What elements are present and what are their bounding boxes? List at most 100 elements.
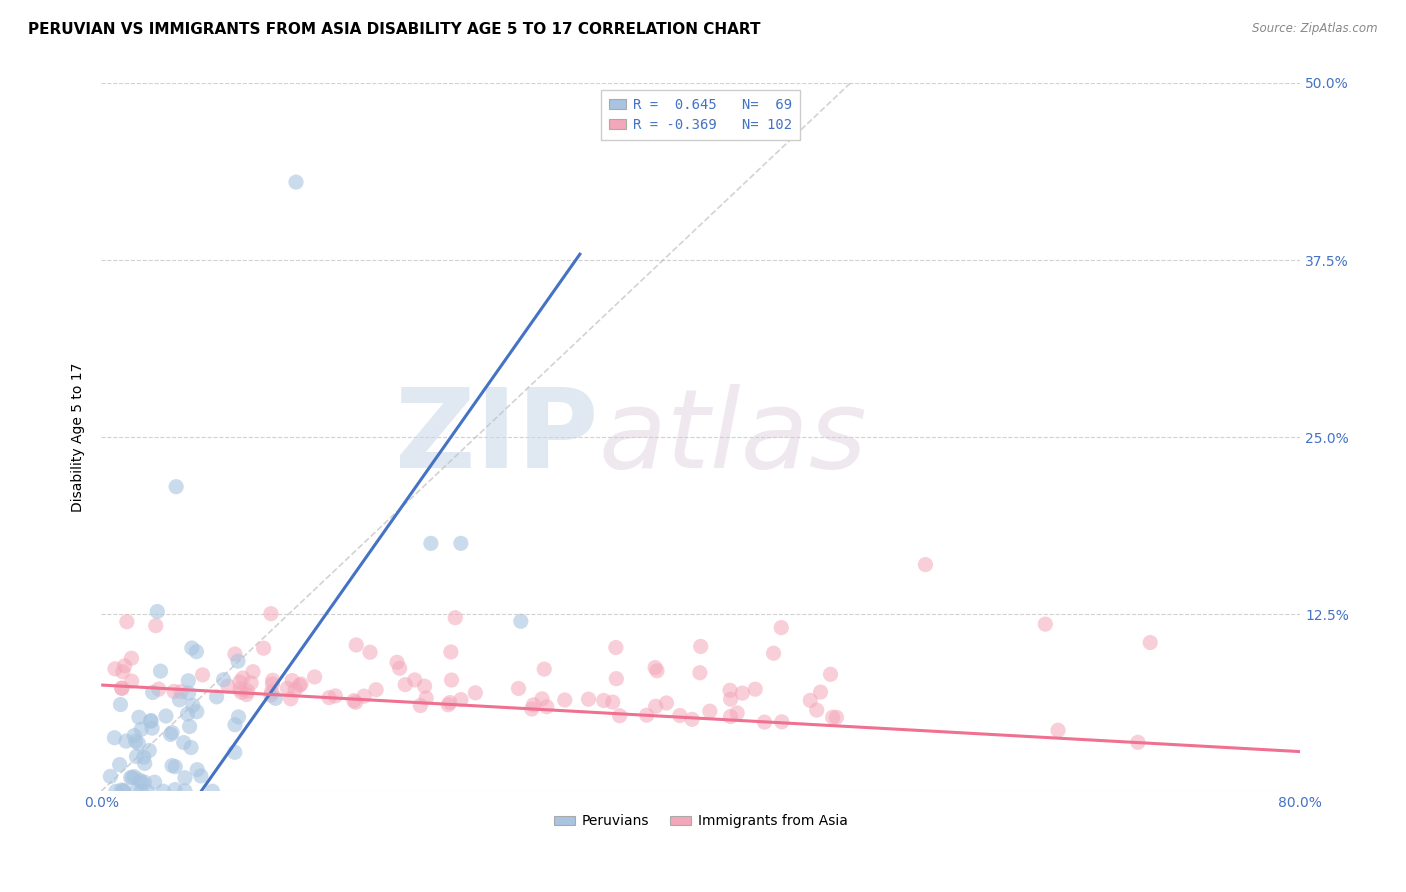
- Point: [181, 698, 204, 713]
- Point: [165, 480, 187, 494]
- Point: [152, 784, 174, 798]
- Point: [689, 640, 711, 654]
- Point: [121, 674, 143, 689]
- Point: [132, 750, 155, 764]
- Point: [821, 710, 844, 724]
- Point: [440, 673, 463, 687]
- Point: [201, 784, 224, 798]
- Point: [605, 640, 627, 655]
- Point: [799, 693, 821, 707]
- Point: [260, 685, 283, 699]
- Point: [669, 708, 692, 723]
- Point: [522, 698, 544, 712]
- Point: [820, 667, 842, 681]
- Point: [260, 688, 283, 702]
- Point: [128, 773, 150, 788]
- Point: [112, 783, 135, 797]
- Point: [914, 558, 936, 572]
- Point: [364, 682, 387, 697]
- Point: [260, 607, 283, 621]
- Point: [173, 783, 195, 797]
- Point: [191, 668, 214, 682]
- Point: [450, 536, 472, 550]
- Point: [720, 692, 742, 706]
- Point: [276, 681, 298, 696]
- Point: [437, 698, 460, 712]
- Point: [699, 704, 721, 718]
- Point: [142, 685, 165, 699]
- Point: [444, 610, 467, 624]
- Point: [122, 729, 145, 743]
- Point: [304, 670, 326, 684]
- Point: [124, 770, 146, 784]
- Point: [131, 723, 153, 737]
- Point: [115, 615, 138, 629]
- Point: [100, 769, 122, 783]
- Point: [125, 784, 148, 798]
- Point: [229, 675, 252, 690]
- Point: [285, 175, 308, 189]
- Point: [165, 760, 187, 774]
- Point: [111, 665, 134, 679]
- Point: [224, 745, 246, 759]
- Point: [121, 771, 143, 785]
- Point: [1047, 723, 1070, 738]
- Point: [110, 698, 132, 712]
- Point: [464, 686, 486, 700]
- Point: [744, 682, 766, 697]
- Point: [440, 645, 463, 659]
- Point: [415, 691, 437, 706]
- Point: [554, 693, 576, 707]
- Point: [128, 710, 150, 724]
- Point: [111, 681, 134, 695]
- Point: [104, 662, 127, 676]
- Point: [508, 681, 530, 696]
- Point: [359, 645, 381, 659]
- Point: [825, 710, 848, 724]
- Point: [229, 682, 252, 697]
- Point: [124, 734, 146, 748]
- Point: [115, 734, 138, 748]
- Point: [681, 712, 703, 726]
- Point: [592, 693, 614, 707]
- Point: [127, 736, 149, 750]
- Text: atlas: atlas: [599, 384, 868, 491]
- Point: [134, 775, 156, 789]
- Text: Source: ZipAtlas.com: Source: ZipAtlas.com: [1253, 22, 1378, 36]
- Point: [318, 690, 340, 705]
- Point: [409, 698, 432, 713]
- Point: [344, 695, 367, 709]
- Point: [228, 710, 250, 724]
- Point: [176, 706, 198, 721]
- Point: [578, 692, 600, 706]
- Point: [236, 684, 259, 698]
- Point: [160, 758, 183, 772]
- Point: [288, 678, 311, 692]
- Point: [146, 605, 169, 619]
- Point: [806, 703, 828, 717]
- Point: [644, 699, 666, 714]
- Point: [186, 645, 208, 659]
- Point: [718, 683, 741, 698]
- Point: [770, 621, 793, 635]
- Point: [762, 646, 785, 660]
- Point: [353, 689, 375, 703]
- Text: PERUVIAN VS IMMIGRANTS FROM ASIA DISABILITY AGE 5 TO 17 CORRELATION CHART: PERUVIAN VS IMMIGRANTS FROM ASIA DISABIL…: [28, 22, 761, 37]
- Point: [1126, 735, 1149, 749]
- Point: [111, 681, 134, 696]
- Point: [149, 664, 172, 678]
- Point: [419, 536, 441, 550]
- Point: [413, 679, 436, 693]
- Point: [226, 654, 249, 668]
- Point: [174, 771, 197, 785]
- Point: [145, 618, 167, 632]
- Y-axis label: Disability Age 5 to 17: Disability Age 5 to 17: [72, 362, 86, 512]
- Point: [186, 705, 208, 719]
- Point: [404, 673, 426, 687]
- Point: [231, 685, 253, 699]
- Point: [644, 660, 666, 674]
- Point: [205, 690, 228, 704]
- Point: [139, 714, 162, 728]
- Point: [725, 706, 748, 720]
- Point: [180, 640, 202, 655]
